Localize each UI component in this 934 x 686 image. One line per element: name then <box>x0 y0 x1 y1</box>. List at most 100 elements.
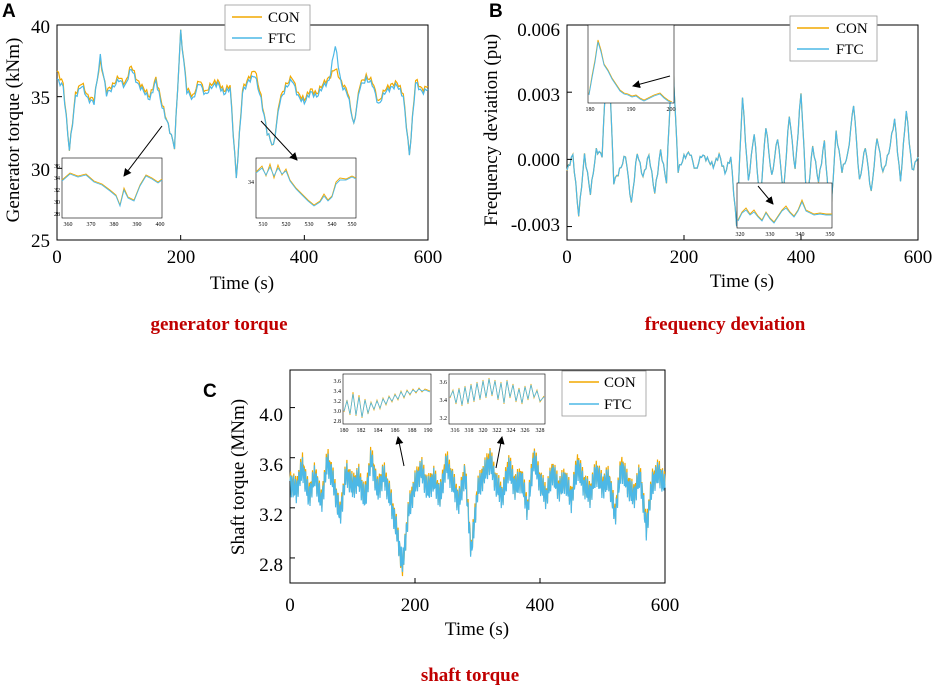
panel-c-ytick: 4.0 <box>259 405 283 426</box>
panel-a-inset-1-ftc-line <box>61 173 163 208</box>
panel-b-ytick: -0.003 <box>511 215 560 236</box>
panel-b-inset-1-xtick: 200 <box>667 107 676 113</box>
panel-b-inset-2-con-line <box>737 198 832 223</box>
panel-c-legend-con-label: CON <box>604 375 636 391</box>
panel-b-ticks <box>566 24 919 240</box>
panel-a-inset-2-xtick: 510 <box>259 222 268 228</box>
panel-a-xtick: 400 <box>290 247 319 268</box>
panel-a-inset-1: 360 370 380 390 400 36 34 32 30 28 <box>54 157 165 228</box>
panel-a-legend: CON FTC <box>224 4 311 51</box>
panel-c-inset-2-ytick: 3.6 <box>440 380 448 386</box>
panel-b-series-group <box>566 33 919 227</box>
panel-c: C 2.8 3.2 3.6 4.0 0 200 400 600 Time (s)… <box>203 369 680 686</box>
panel-a-inset-2-xtick: 520 <box>282 222 291 228</box>
panel-c-legend-box <box>561 370 647 417</box>
panel-c-legend-ftc-label: FTC <box>604 397 632 413</box>
panel-c-inset-1-xtick: 186 <box>391 428 400 434</box>
panel-a-ylabel: Generator torque (kNm) <box>3 38 24 223</box>
panel-c-inset-1-ytick: 2.8 <box>334 419 342 425</box>
panel-c-inset-2: 316 318 320 322 324 326 328 3.6 3.4 3.2 <box>440 373 546 434</box>
panel-c-inset-1-ftc-line <box>343 388 431 418</box>
panel-a-ytick: 30 <box>31 160 50 181</box>
panel-b-inset-2-ftc-line <box>737 200 832 224</box>
panel-a-caption: generator torque <box>150 314 287 335</box>
panel-c-inset-1-xtick: 188 <box>408 428 417 434</box>
panel-a-xtick: 0 <box>52 247 62 268</box>
panel-b-inset-2-xtick: 340 <box>796 232 805 238</box>
panel-b-zoom-arrow-1 <box>632 75 671 89</box>
panel-c-inset-2-xtick: 326 <box>521 428 530 434</box>
panel-c-xtick: 0 <box>285 595 295 616</box>
panel-b-legend-con-label: CON <box>836 21 868 37</box>
panel-b-inset-2-xtick: 350 <box>826 232 835 238</box>
panel-b-zoom-arrow-2 <box>757 185 774 205</box>
panel-c-inset-1-ytick: 3.6 <box>334 379 342 385</box>
panel-b-legend: CON FTC <box>789 15 878 62</box>
panel-a-inset-1-ytick: 34 <box>54 176 60 182</box>
panel-b-inset-2: 320 330 340 350 <box>736 182 835 238</box>
panel-a: A 25 30 35 40 0 200 400 600 Time (s) Gen… <box>2 1 442 335</box>
panel-b-inset-1-frame <box>587 24 675 104</box>
panel-b-letter: B <box>489 1 503 22</box>
panel-c-ticks <box>289 407 666 583</box>
panel-a-inset-1-xtick: 400 <box>156 222 165 228</box>
panel-a-inset-1-xtick: 390 <box>133 222 142 228</box>
panel-a-inset-2-xtick: 530 <box>305 222 314 228</box>
panel-c-inset-1-xtick: 180 <box>340 428 349 434</box>
panel-b-inset-1-xtick: 180 <box>586 107 595 113</box>
panel-c-xtick: 400 <box>526 595 555 616</box>
panel-a-letter: A <box>2 1 16 22</box>
panel-a-inset-2-ftc-line <box>255 165 357 207</box>
panel-c-caption: shaft torque <box>421 665 519 686</box>
panel-b-ytick: 0.006 <box>517 20 560 41</box>
panel-b-inset-1: 180 190 200 <box>586 24 676 113</box>
panel-b-xtick: 600 <box>904 247 933 268</box>
panel-c-inset-2-ftc-line <box>449 378 545 406</box>
panel-a-zoom-arrow-2 <box>260 120 298 161</box>
panel-b: B -0.003 0.000 0.003 0.006 0 200 400 600… <box>481 1 932 335</box>
panel-c-zoom-arrow-2 <box>495 436 505 469</box>
panel-a-inset-1-ytick: 32 <box>54 188 60 194</box>
panel-b-inset-1-con-line <box>588 39 673 103</box>
panel-c-inset-1: 180 182 184 186 188 190 3.6 3.4 3.2 3.0 … <box>334 373 433 434</box>
panel-a-series-con-line <box>56 29 429 178</box>
panel-b-legend-box <box>789 15 878 62</box>
panel-c-inset-1-xtick: 190 <box>424 428 433 434</box>
panel-b-xtick: 400 <box>787 247 816 268</box>
panel-b-series-ftc-line <box>566 33 919 227</box>
panel-b-inset-1-xtick: 190 <box>627 107 636 113</box>
panel-a-inset-1-ytick: 30 <box>54 200 60 206</box>
panel-a-series-ftc-line <box>56 29 429 179</box>
panel-a-xtick: 200 <box>167 247 196 268</box>
panel-c-series-group <box>289 446 666 577</box>
panel-c-xtick: 200 <box>401 595 430 616</box>
panel-a-inset-2: 510 520 530 540 550 34 <box>248 157 357 228</box>
panel-a-inset-2-frame <box>255 157 357 219</box>
panel-a-inset-1-ytick: 36 <box>54 164 60 170</box>
panel-a-ytick: 25 <box>31 231 50 252</box>
panel-b-inset-2-xtick: 320 <box>736 232 745 238</box>
panel-a-series-group <box>56 29 429 179</box>
panel-a-legend-box <box>224 4 311 51</box>
panel-c-series-ftc-line <box>289 450 666 573</box>
panel-c-inset-1-xtick: 182 <box>357 428 366 434</box>
panel-c-xtick: 600 <box>651 595 680 616</box>
panel-a-legend-con-label: CON <box>268 10 300 26</box>
panel-a-inset-2-xtick: 550 <box>348 222 357 228</box>
panel-b-frame <box>566 24 919 241</box>
panel-c-inset-2-xtick: 318 <box>465 428 474 434</box>
panel-b-legend-ftc-label: FTC <box>836 42 864 58</box>
panel-c-inset-2-xtick: 324 <box>507 428 516 434</box>
panel-c-inset-2-frame <box>448 373 546 425</box>
panel-c-inset-1-xtick: 184 <box>374 428 383 434</box>
panel-c-inset-1-ytick: 3.2 <box>334 399 342 405</box>
panel-b-inset-1-ftc-line <box>588 41 673 104</box>
panel-c-inset-2-xtick: 316 <box>451 428 460 434</box>
panel-c-inset-1-ytick: 3.0 <box>334 409 342 415</box>
panel-a-legend-ftc-label: FTC <box>268 31 296 47</box>
panel-b-ylabel: Frequency deviation (pu) <box>481 34 502 226</box>
panel-a-xlabel: Time (s) <box>210 273 274 294</box>
panel-b-ytick: 0.003 <box>517 85 560 106</box>
panel-c-inset-2-ytick: 3.4 <box>440 398 448 404</box>
